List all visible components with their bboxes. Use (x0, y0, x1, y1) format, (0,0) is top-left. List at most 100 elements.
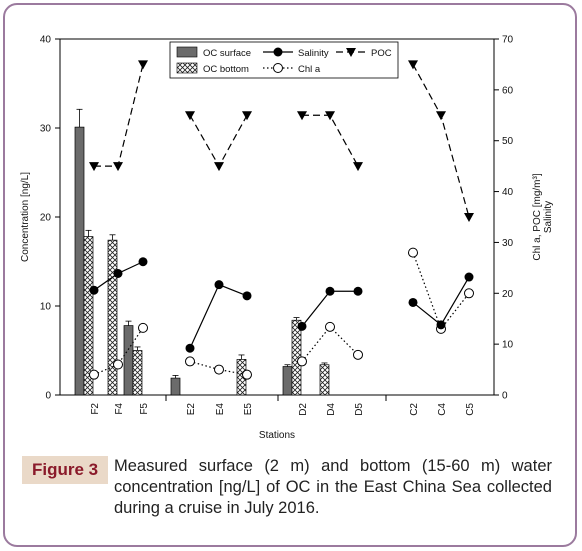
y-tick-label: 20 (40, 213, 52, 224)
x-tick-label: F4 (114, 403, 125, 415)
point-chla (325, 321, 335, 332)
point-salinity (185, 343, 195, 353)
lines-layer (89, 60, 474, 380)
point-chla (408, 247, 418, 258)
x-tick-label: E5 (243, 403, 254, 416)
group-separators (165, 395, 387, 401)
x-tick-label: D5 (354, 403, 365, 416)
legend-chla-label: Chl a (298, 64, 321, 75)
x-tick-label: E4 (215, 403, 226, 416)
y2-tick-label: 40 (502, 187, 514, 198)
point-chla (185, 356, 195, 367)
point-chla (214, 364, 224, 375)
point-salinity (436, 320, 446, 330)
legend-box (169, 41, 399, 79)
legend-oc-bottom-swatch (176, 62, 198, 74)
point-salinity (353, 286, 363, 296)
x-tick-label: C4 (437, 403, 448, 416)
legend-poc-marker (346, 48, 356, 57)
legend-salinity-label: Salinity (298, 48, 329, 59)
bar-oc-surface (74, 126, 85, 396)
point-chla (89, 369, 99, 380)
legend-oc-surface-swatch (176, 46, 198, 58)
line-poc-group-3 (412, 64, 470, 218)
legend-poc-label: POC (371, 48, 392, 59)
x-tick-label: F5 (139, 403, 150, 415)
point-poc (113, 162, 123, 172)
point-poc (464, 213, 474, 222)
point-poc (325, 111, 335, 121)
bar-oc-surface (282, 366, 293, 396)
line-salinity-group-2 (301, 290, 358, 327)
line-salinity-group-3 (412, 276, 470, 326)
bar-oc-surface (170, 377, 181, 396)
y2-tick-label: 10 (502, 340, 514, 351)
line-poc-group-0 (94, 64, 144, 167)
bar-oc-bottom (132, 350, 143, 396)
line-chla-group-1 (189, 360, 248, 376)
y-axis-label: Concentration [ng/L] (20, 172, 31, 262)
point-poc (214, 162, 224, 172)
point-salinity (89, 285, 99, 295)
point-salinity (325, 286, 335, 296)
y2-tick-label: 50 (502, 136, 514, 147)
x-tick-label: D2 (298, 403, 309, 416)
legend-chla-marker (273, 63, 283, 73)
y-tick-label: 10 (40, 302, 52, 313)
point-chla (464, 288, 474, 299)
y2-axis-sublabel: Salinity (543, 201, 554, 233)
y-tick-label: 0 (45, 391, 51, 402)
x-tick-label: F2 (90, 403, 101, 415)
point-chla (113, 359, 123, 370)
point-chla (353, 349, 363, 360)
x-tick-label: C2 (409, 403, 420, 416)
point-salinity (408, 297, 418, 307)
point-poc (185, 111, 195, 121)
line-salinity-group-1 (189, 283, 248, 349)
point-poc (242, 111, 252, 121)
x-tick-label: D4 (326, 403, 337, 416)
y-tick-label: 30 (40, 124, 52, 135)
point-salinity (138, 257, 148, 267)
point-chla (138, 322, 148, 333)
y2-tick-label: 60 (502, 85, 514, 96)
point-salinity (214, 280, 224, 290)
bar-oc-surface (123, 325, 134, 396)
point-poc (138, 60, 148, 70)
caption-text: Measured surface (2 m) and bottom (15-60… (114, 457, 552, 517)
bar-oc-bottom (319, 364, 330, 396)
point-poc (436, 111, 446, 121)
point-poc (297, 111, 307, 121)
point-salinity (297, 321, 307, 331)
legend: OC surface OC bottom Salinity Chl a POC (169, 41, 399, 79)
x-tick-label: C5 (465, 403, 476, 416)
y2-tick-label: 20 (502, 289, 514, 300)
legend-oc-bottom-label: OC bottom (203, 64, 249, 75)
point-salinity (113, 268, 123, 278)
x-tick-label: E2 (186, 403, 197, 416)
y2-axis-label: Chl a, POC [mg/m³] (532, 173, 543, 260)
line-chla-group-0 (93, 327, 144, 376)
point-poc (353, 162, 363, 172)
point-salinity (464, 272, 474, 282)
figure-label: Figure 3 (22, 456, 109, 484)
bars-layer (74, 108, 330, 396)
point-poc (408, 60, 418, 70)
y2-tick-label: 70 (502, 35, 514, 46)
y-tick-label: 40 (40, 35, 52, 46)
line-poc-group-1 (189, 114, 248, 168)
axes-layer: 0 10 20 30 40 0 10 20 30 40 50 60 70 F2 F4 F5 E2 E4 E5 D2 D4… (40, 35, 514, 416)
chart: 0 10 20 30 40 0 10 20 30 40 50 60 70 F2 F4 F5 E2 E4 E5 D2 D4… (20, 35, 554, 442)
line-chla-group-2 (301, 325, 359, 362)
legend-salinity-marker (273, 47, 283, 57)
y2-tick-label: 30 (502, 238, 514, 249)
legend-oc-surface-label: OC surface (203, 48, 251, 59)
point-salinity (242, 291, 252, 301)
point-chla (242, 369, 252, 380)
y2-tick-label: 0 (502, 391, 508, 402)
line-poc-group-2 (302, 114, 359, 167)
x-axis-label: Stations (259, 430, 295, 441)
bar-oc-bottom (107, 239, 118, 396)
point-chla (297, 356, 307, 367)
point-poc (89, 162, 99, 172)
